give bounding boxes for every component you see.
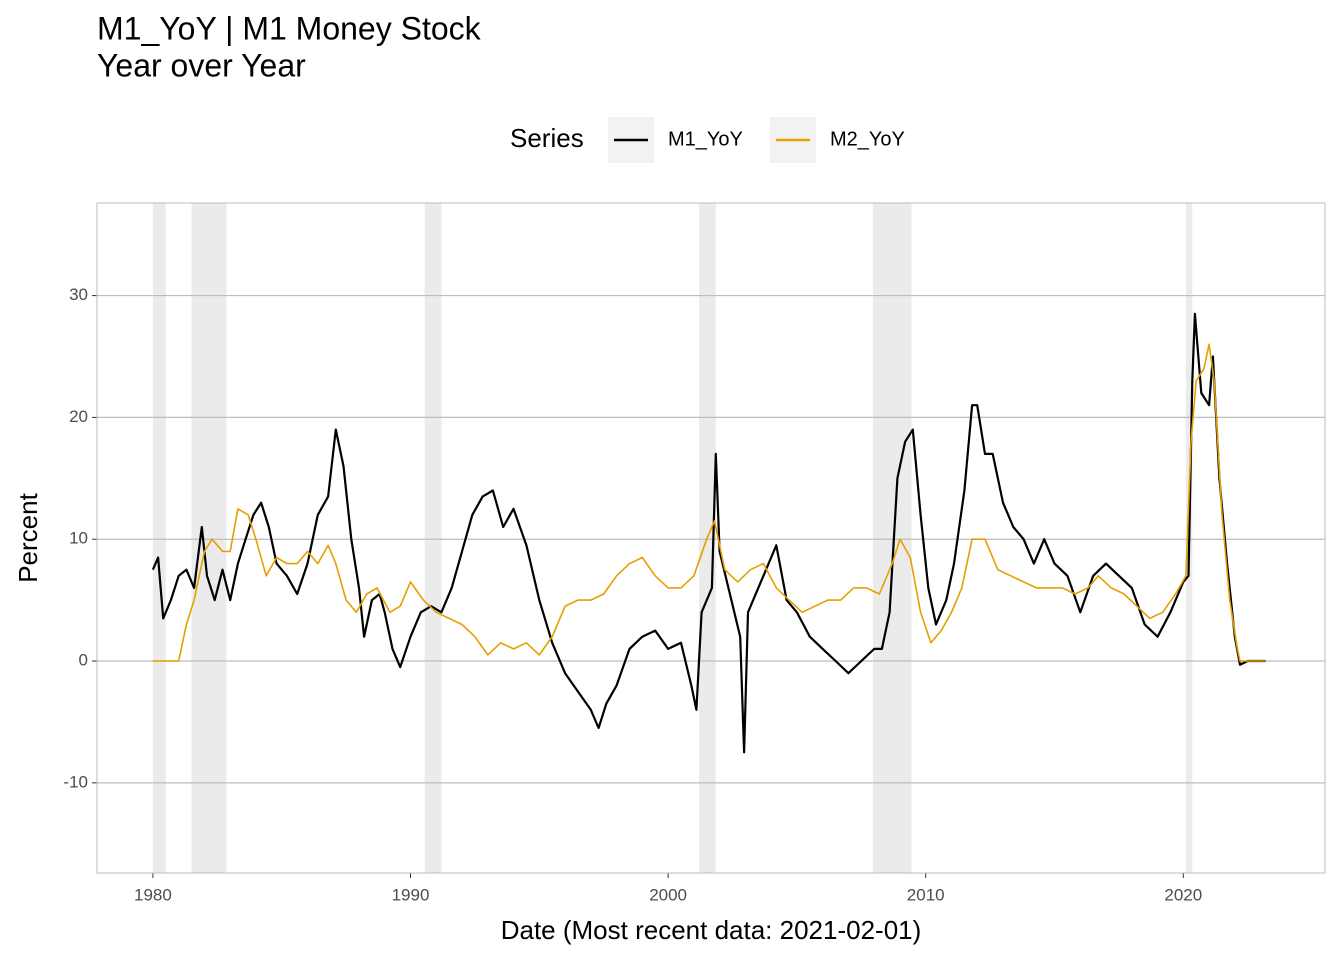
legend-label: M2_YoY <box>830 128 905 150</box>
x-axis-label: Date (Most recent data: 2021-02-01) <box>501 915 922 945</box>
y-axis-label: Percent <box>13 492 43 582</box>
series-line <box>151 312 1266 754</box>
x-tick-label: 2020 <box>1164 885 1202 904</box>
y-tick-label: 10 <box>69 529 88 548</box>
series-line <box>152 343 1266 662</box>
recession-band <box>872 203 912 873</box>
chart-title: M1_YoY | M1 Money Stock <box>97 10 482 46</box>
recession-band <box>191 203 227 873</box>
recession-band <box>152 203 166 873</box>
y-tick-label: -10 <box>63 772 88 791</box>
chart-subtitle: Year over Year <box>97 47 306 83</box>
legend-title: Series <box>510 123 584 153</box>
y-tick-label: 0 <box>79 651 88 670</box>
y-tick-label: 20 <box>69 407 88 426</box>
panel-border <box>96 202 1326 874</box>
recession-band <box>424 203 442 873</box>
y-tick-label: 30 <box>69 285 88 304</box>
x-tick-label: 1990 <box>392 885 430 904</box>
legend-label: M1_YoY <box>668 128 743 150</box>
x-tick-label: 2000 <box>649 885 687 904</box>
x-tick-label: 2010 <box>907 885 945 904</box>
x-tick-label: 1980 <box>134 885 172 904</box>
